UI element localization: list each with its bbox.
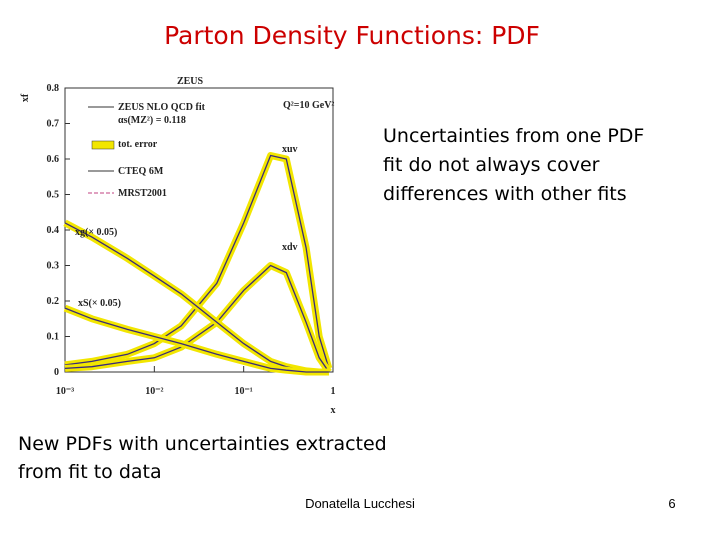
y-tick-label: 0.1 [47,332,60,343]
caption-line: from fit to data [18,461,162,483]
series-label: xuv [282,144,298,155]
x-axis-label: x [331,405,336,416]
chart-title: ZEUS [177,76,204,87]
series-line [64,264,330,373]
series-label: xdv [282,242,298,253]
series-line [64,154,330,369]
note-line: Uncertainties from one PDF [383,125,644,147]
x-tick-label: 10⁻² [145,386,163,397]
legend-swatch [91,140,115,150]
y-tick-label: 0.4 [47,225,60,236]
page-number: 6 [668,496,675,511]
footer: Donatella Lucchesi [305,496,415,511]
legend-label: ZEUS NLO QCD fit [118,102,206,113]
legend-label: CTEQ 6M [118,166,164,177]
note: Uncertainties from one PDF fit do not alw… [383,125,644,205]
x-tick-label: 1 [331,386,336,397]
y-tick-label: 0.5 [47,190,60,201]
chart: ZEUS xf x Q²=10 GeV² 0 0.1 0.2 0.3 0.4 0.5 0.6… [20,76,336,416]
y-tick-label: 0.8 [47,83,60,94]
x-tick-label: 10⁻³ [56,386,74,397]
series-label: xg(× 0.05) [75,227,117,238]
caption: New PDFs with uncertainties extracted fro… [18,433,387,483]
y-axis-label: xf [20,93,31,102]
y-tick-label: 0.6 [47,154,60,165]
legend-label: tot. error [118,139,158,150]
y-tick-label: 0.7 [47,119,60,130]
note-line: fit do not always cover [383,154,600,176]
legend-label: MRST2001 [118,188,167,199]
note-line: differences with other fits [383,183,627,205]
series-label: xS(× 0.05) [78,298,121,309]
annotation: Q²=10 GeV² [283,100,334,111]
x-tick-label: 10⁻¹ [235,386,253,397]
legend-label: αs(MZ²) = 0.118 [118,115,186,126]
slide-title: Parton Density Functions: PDF [164,21,540,50]
y-tick-label: 0.2 [47,296,60,307]
series-line [64,307,329,373]
y-tick-label: 0 [54,367,59,378]
y-tick-label: 0.3 [47,261,60,272]
caption-line: New PDFs with uncertainties extracted [18,433,387,455]
